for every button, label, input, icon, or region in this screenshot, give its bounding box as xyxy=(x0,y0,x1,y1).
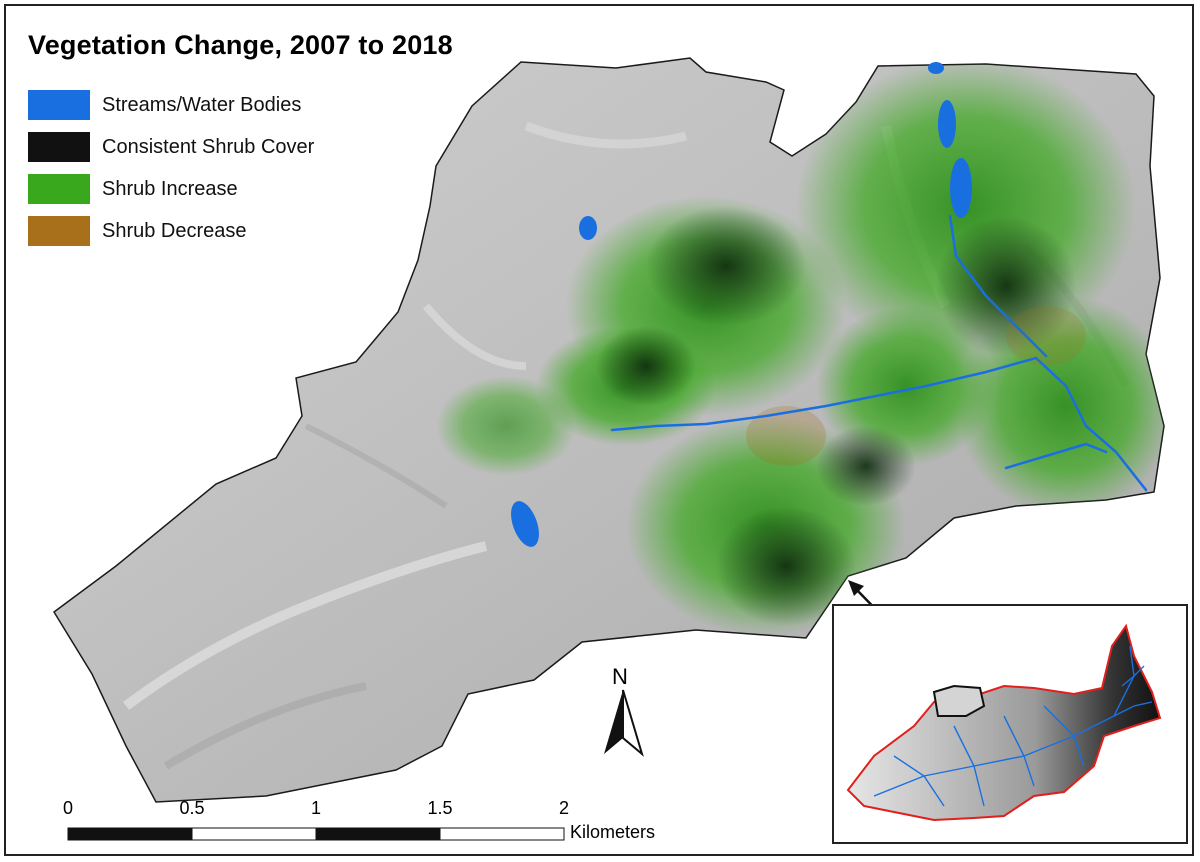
inset-locator-map xyxy=(832,604,1188,844)
legend-item-shrub-decrease: Shrub Decrease xyxy=(28,210,314,252)
map-frame: Vegetation Change, 2007 to 2018 Streams/… xyxy=(4,4,1194,856)
inset-pointer-arrowhead xyxy=(848,580,864,596)
legend-item-consistent-shrub: Consistent Shrub Cover xyxy=(28,126,314,168)
hillshade-texture xyxy=(123,58,1164,770)
inset-study-area xyxy=(932,684,986,717)
watershed-map xyxy=(53,57,1165,803)
legend-swatch-shrub-decrease xyxy=(28,216,90,246)
scale-tick-label: 1.5 xyxy=(427,798,453,818)
water-bodies xyxy=(511,62,972,547)
legend-label: Streams/Water Bodies xyxy=(102,93,302,116)
scale-unit-label: Kilometers xyxy=(570,822,656,842)
scale-tick-label: 2 xyxy=(558,798,570,818)
legend-swatch-consistent-shrub xyxy=(28,132,90,162)
north-label: N xyxy=(612,664,628,689)
scale-tick-label: 0.5 xyxy=(179,798,205,818)
legend: Streams/Water Bodies Consistent Shrub Co… xyxy=(28,84,314,252)
scale-tick-label: 0 xyxy=(62,798,74,818)
streams xyxy=(610,214,1148,492)
north-arrow-icon xyxy=(604,689,644,757)
scale-tick-label: 1 xyxy=(310,798,322,818)
legend-label: Consistent Shrub Cover xyxy=(102,135,315,158)
legend-swatch-shrub-increase xyxy=(28,174,90,204)
map-title: Vegetation Change, 2007 to 2018 xyxy=(28,30,453,60)
legend-item-shrub-increase: Shrub Increase xyxy=(28,168,314,210)
inset-basin-outline xyxy=(846,623,1162,822)
legend-label: Shrub Increase xyxy=(102,177,238,200)
legend-label: Shrub Decrease xyxy=(102,219,247,242)
legend-swatch-water xyxy=(28,90,90,120)
inset-watershed xyxy=(846,623,1162,822)
inset-streams xyxy=(873,645,1153,807)
legend-item-water: Streams/Water Bodies xyxy=(28,84,314,126)
